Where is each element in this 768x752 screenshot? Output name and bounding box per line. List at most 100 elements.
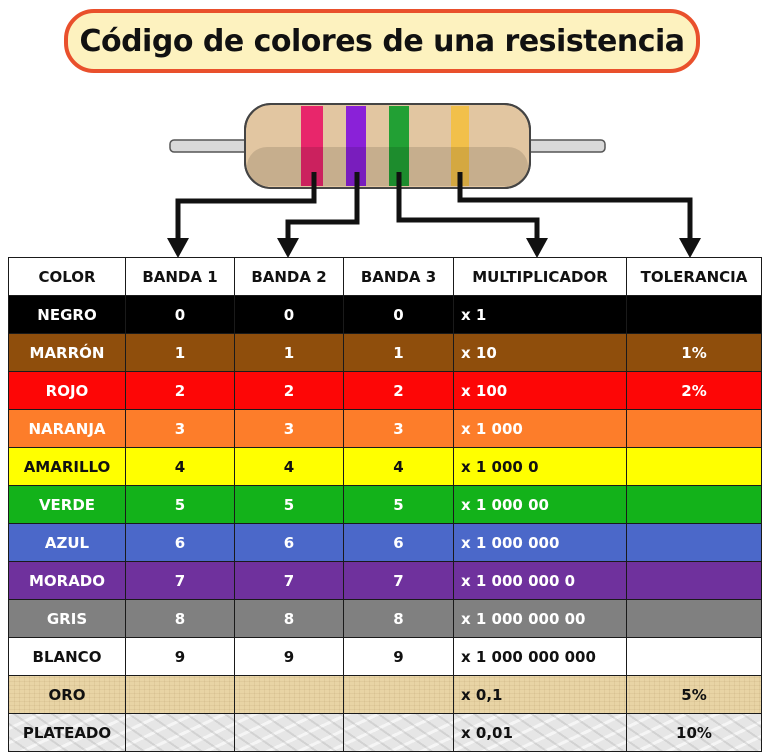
table-row: NEGRO 0 0 0 x 1 bbox=[8, 295, 762, 334]
multiplicador-cell: x 1 000 000 00 bbox=[453, 599, 627, 638]
arrow-banda-4 bbox=[457, 172, 693, 240]
banda-3-cell: 3 bbox=[343, 409, 454, 448]
banda-1-cell: 5 bbox=[125, 485, 235, 524]
multiplicador-cell: x 100 bbox=[453, 371, 627, 410]
tolerancia-cell bbox=[626, 523, 762, 562]
banda-1-cell: 9 bbox=[125, 637, 235, 676]
banda-2-cell: 0 bbox=[234, 295, 344, 334]
banda-1-cell: 7 bbox=[125, 561, 235, 600]
banda-2-cell: 8 bbox=[234, 599, 344, 638]
banda-2-cell: 3 bbox=[234, 409, 344, 448]
multiplicador-cell: x 0,1 bbox=[453, 675, 627, 714]
resistor-shadow bbox=[247, 147, 528, 186]
band-4 bbox=[451, 106, 469, 186]
table-row: NARANJA 3 3 3 x 1 000 bbox=[8, 409, 762, 448]
color-name-cell: NEGRO bbox=[8, 295, 126, 334]
color-name-cell: ROJO bbox=[8, 371, 126, 410]
tolerancia-cell bbox=[626, 485, 762, 524]
table-row: MARRÓN 1 1 1 x 10 1% bbox=[8, 333, 762, 372]
multiplicador-cell: x 1 000 0 bbox=[453, 447, 627, 486]
multiplicador-cell: x 1 000 000 0 bbox=[453, 561, 627, 600]
banda-2-cell: 5 bbox=[234, 485, 344, 524]
multiplicador-cell: x 1 000 000 000 bbox=[453, 637, 627, 676]
band-1 bbox=[301, 106, 323, 186]
multiplicador-cell: x 1 000 00 bbox=[453, 485, 627, 524]
tolerancia-cell: 1% bbox=[626, 333, 762, 372]
page-title: Código de colores de una resistencia bbox=[79, 23, 685, 59]
table-row: ROJO 2 2 2 x 100 2% bbox=[8, 371, 762, 410]
arrowhead-banda-1 bbox=[167, 238, 189, 258]
resistor-diagram bbox=[167, 103, 701, 258]
tolerancia-cell bbox=[626, 599, 762, 638]
banda-2-cell: 6 bbox=[234, 523, 344, 562]
color-name-cell: AMARILLO bbox=[8, 447, 126, 486]
banda-3-cell: 1 bbox=[343, 333, 454, 372]
title-banner: Código de colores de una resistencia bbox=[64, 9, 700, 73]
multiplicador-cell: x 1 000 000 bbox=[453, 523, 627, 562]
banda-2-cell: 1 bbox=[234, 333, 344, 372]
tolerancia-cell bbox=[626, 637, 762, 676]
tolerancia-cell bbox=[626, 409, 762, 448]
color-name-cell: VERDE bbox=[8, 485, 126, 524]
arrow-banda-3 bbox=[396, 172, 540, 240]
tolerancia-cell: 2% bbox=[626, 371, 762, 410]
table-row: VERDE 5 5 5 x 1 000 00 bbox=[8, 485, 762, 524]
multiplicador-cell: x 0,01 bbox=[453, 713, 627, 752]
arrowhead-banda-2 bbox=[277, 238, 299, 258]
tolerancia-cell bbox=[626, 447, 762, 486]
color-name-cell: MARRÓN bbox=[8, 333, 126, 372]
tolerancia-cell: 10% bbox=[626, 713, 762, 752]
color-name-cell: MORADO bbox=[8, 561, 126, 600]
band-2 bbox=[346, 106, 366, 186]
table-header-row: COLOR BANDA 1 BANDA 2 BANDA 3 MULTIPLICA… bbox=[8, 257, 762, 296]
banda-2-cell bbox=[234, 675, 344, 714]
color-code-table: COLOR BANDA 1 BANDA 2 BANDA 3 MULTIPLICA… bbox=[8, 257, 762, 752]
banda-3-cell: 7 bbox=[343, 561, 454, 600]
header-tolerancia: TOLERANCIA bbox=[626, 257, 762, 296]
color-name-cell: AZUL bbox=[8, 523, 126, 562]
multiplicador-cell: x 10 bbox=[453, 333, 627, 372]
tolerancia-cell: 5% bbox=[626, 675, 762, 714]
header-banda-2: BANDA 2 bbox=[234, 257, 344, 296]
color-name-cell: BLANCO bbox=[8, 637, 126, 676]
banda-1-cell: 2 bbox=[125, 371, 235, 410]
banda-2-cell: 2 bbox=[234, 371, 344, 410]
color-name-cell: NARANJA bbox=[8, 409, 126, 448]
resistor-lead-left bbox=[169, 139, 256, 153]
arrow-banda-2 bbox=[285, 172, 360, 240]
color-name-cell: ORO bbox=[8, 675, 126, 714]
arrow-banda-1 bbox=[175, 172, 317, 240]
banda-2-cell: 7 bbox=[234, 561, 344, 600]
table-row: MORADO 7 7 7 x 1 000 000 0 bbox=[8, 561, 762, 600]
color-name-cell: PLATEADO bbox=[8, 713, 126, 752]
table-row: ORO x 0,1 5% bbox=[8, 675, 762, 714]
banda-1-cell: 3 bbox=[125, 409, 235, 448]
banda-3-cell: 8 bbox=[343, 599, 454, 638]
color-name-cell: GRIS bbox=[8, 599, 126, 638]
table-row: PLATEADO x 0,01 10% bbox=[8, 713, 762, 752]
header-banda-1: BANDA 1 bbox=[125, 257, 235, 296]
multiplicador-cell: x 1 000 bbox=[453, 409, 627, 448]
header-multiplicador: MULTIPLICADOR bbox=[453, 257, 627, 296]
banda-1-cell: 1 bbox=[125, 333, 235, 372]
banda-1-cell: 6 bbox=[125, 523, 235, 562]
header-color: COLOR bbox=[8, 257, 126, 296]
banda-1-cell: 4 bbox=[125, 447, 235, 486]
table-row: AZUL 6 6 6 x 1 000 000 bbox=[8, 523, 762, 562]
banda-3-cell bbox=[343, 675, 454, 714]
table-row: BLANCO 9 9 9 x 1 000 000 000 bbox=[8, 637, 762, 676]
tolerancia-cell bbox=[626, 295, 762, 334]
banda-3-cell: 0 bbox=[343, 295, 454, 334]
multiplicador-cell: x 1 bbox=[453, 295, 627, 334]
banda-3-cell: 2 bbox=[343, 371, 454, 410]
banda-1-cell bbox=[125, 675, 235, 714]
banda-1-cell: 8 bbox=[125, 599, 235, 638]
band-3 bbox=[389, 106, 409, 186]
banda-3-cell bbox=[343, 713, 454, 752]
banda-2-cell bbox=[234, 713, 344, 752]
table-row: GRIS 8 8 8 x 1 000 000 00 bbox=[8, 599, 762, 638]
table-row: AMARILLO 4 4 4 x 1 000 0 bbox=[8, 447, 762, 486]
banda-2-cell: 4 bbox=[234, 447, 344, 486]
banda-1-cell bbox=[125, 713, 235, 752]
banda-2-cell: 9 bbox=[234, 637, 344, 676]
